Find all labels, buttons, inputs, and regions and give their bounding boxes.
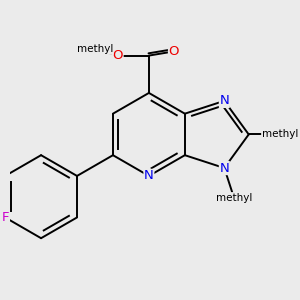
Text: methyl: methyl [262, 129, 298, 140]
Text: O: O [112, 49, 123, 62]
Text: methyl: methyl [77, 44, 113, 54]
Text: N: N [144, 169, 154, 182]
Text: methyl: methyl [216, 193, 252, 202]
Text: N: N [219, 94, 229, 107]
Text: N: N [219, 161, 229, 175]
Text: O: O [169, 45, 179, 58]
Text: F: F [2, 211, 9, 224]
